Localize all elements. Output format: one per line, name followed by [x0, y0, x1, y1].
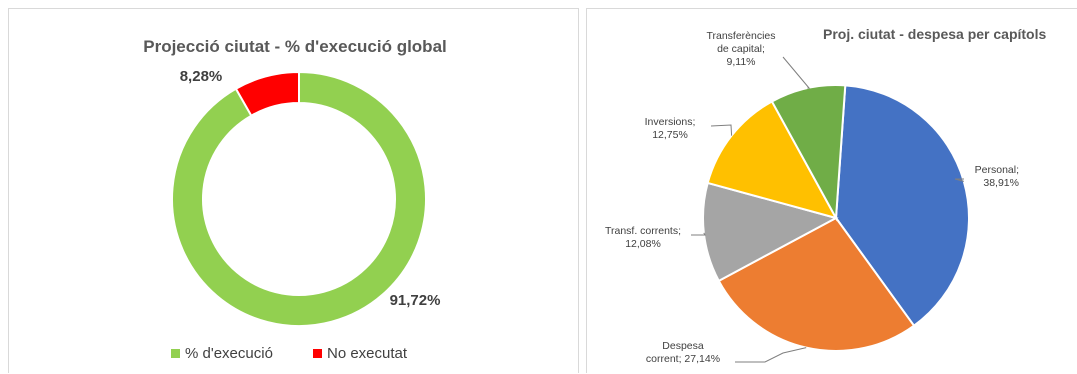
pie-slice-transferencies-label: Transferències de capital; 9,11%: [706, 30, 775, 68]
donut-chart-panel: Projecció ciutat - % d'execució global 8…: [8, 8, 579, 373]
pie-slice-personal-label: Personal; 38,91%: [975, 164, 1019, 189]
pie-slice-transferencies-leader: [782, 56, 811, 89]
donut-chart: Projecció ciutat - % d'execució global 8…: [143, 37, 447, 362]
legend-label-no-executat: No executat: [327, 345, 408, 362]
pie-chart: Proj. ciutat - despesa per capítols Pers…: [605, 26, 1047, 365]
pie-slice-transf-corrents-leader: [691, 232, 706, 236]
pie-slice-despesa-label: Despesa corrent; 27,14%: [646, 340, 720, 365]
pie-slice-personal-leader: [954, 178, 965, 182]
pie-slice-inversions-label: Inversions; 12,75%: [645, 116, 696, 141]
pie-chart-title: Proj. ciutat - despesa per capítols: [823, 26, 1047, 42]
pie-slice-transf-corrents-label: Transf. corrents; 12,08%: [605, 225, 681, 250]
donut-label-execucio: 91,72%: [390, 292, 441, 309]
legend-swatch-execucio: [171, 349, 180, 358]
pie-slice-inversions-leader: [710, 124, 733, 136]
donut-legend: % d'execució No executat: [171, 345, 408, 362]
legend-swatch-no-executat: [313, 349, 322, 358]
legend-label-execucio: % d'execució: [185, 345, 273, 362]
donut-slice-d-execucio: [171, 70, 427, 327]
pie-slice-despesa-leader: [735, 347, 807, 363]
donut-label-no-executat: 8,28%: [180, 68, 223, 85]
donut-chart-title: Projecció ciutat - % d'execució global: [143, 37, 447, 56]
pie-chart-panel: Proj. ciutat - despesa per capítols Pers…: [586, 8, 1077, 373]
